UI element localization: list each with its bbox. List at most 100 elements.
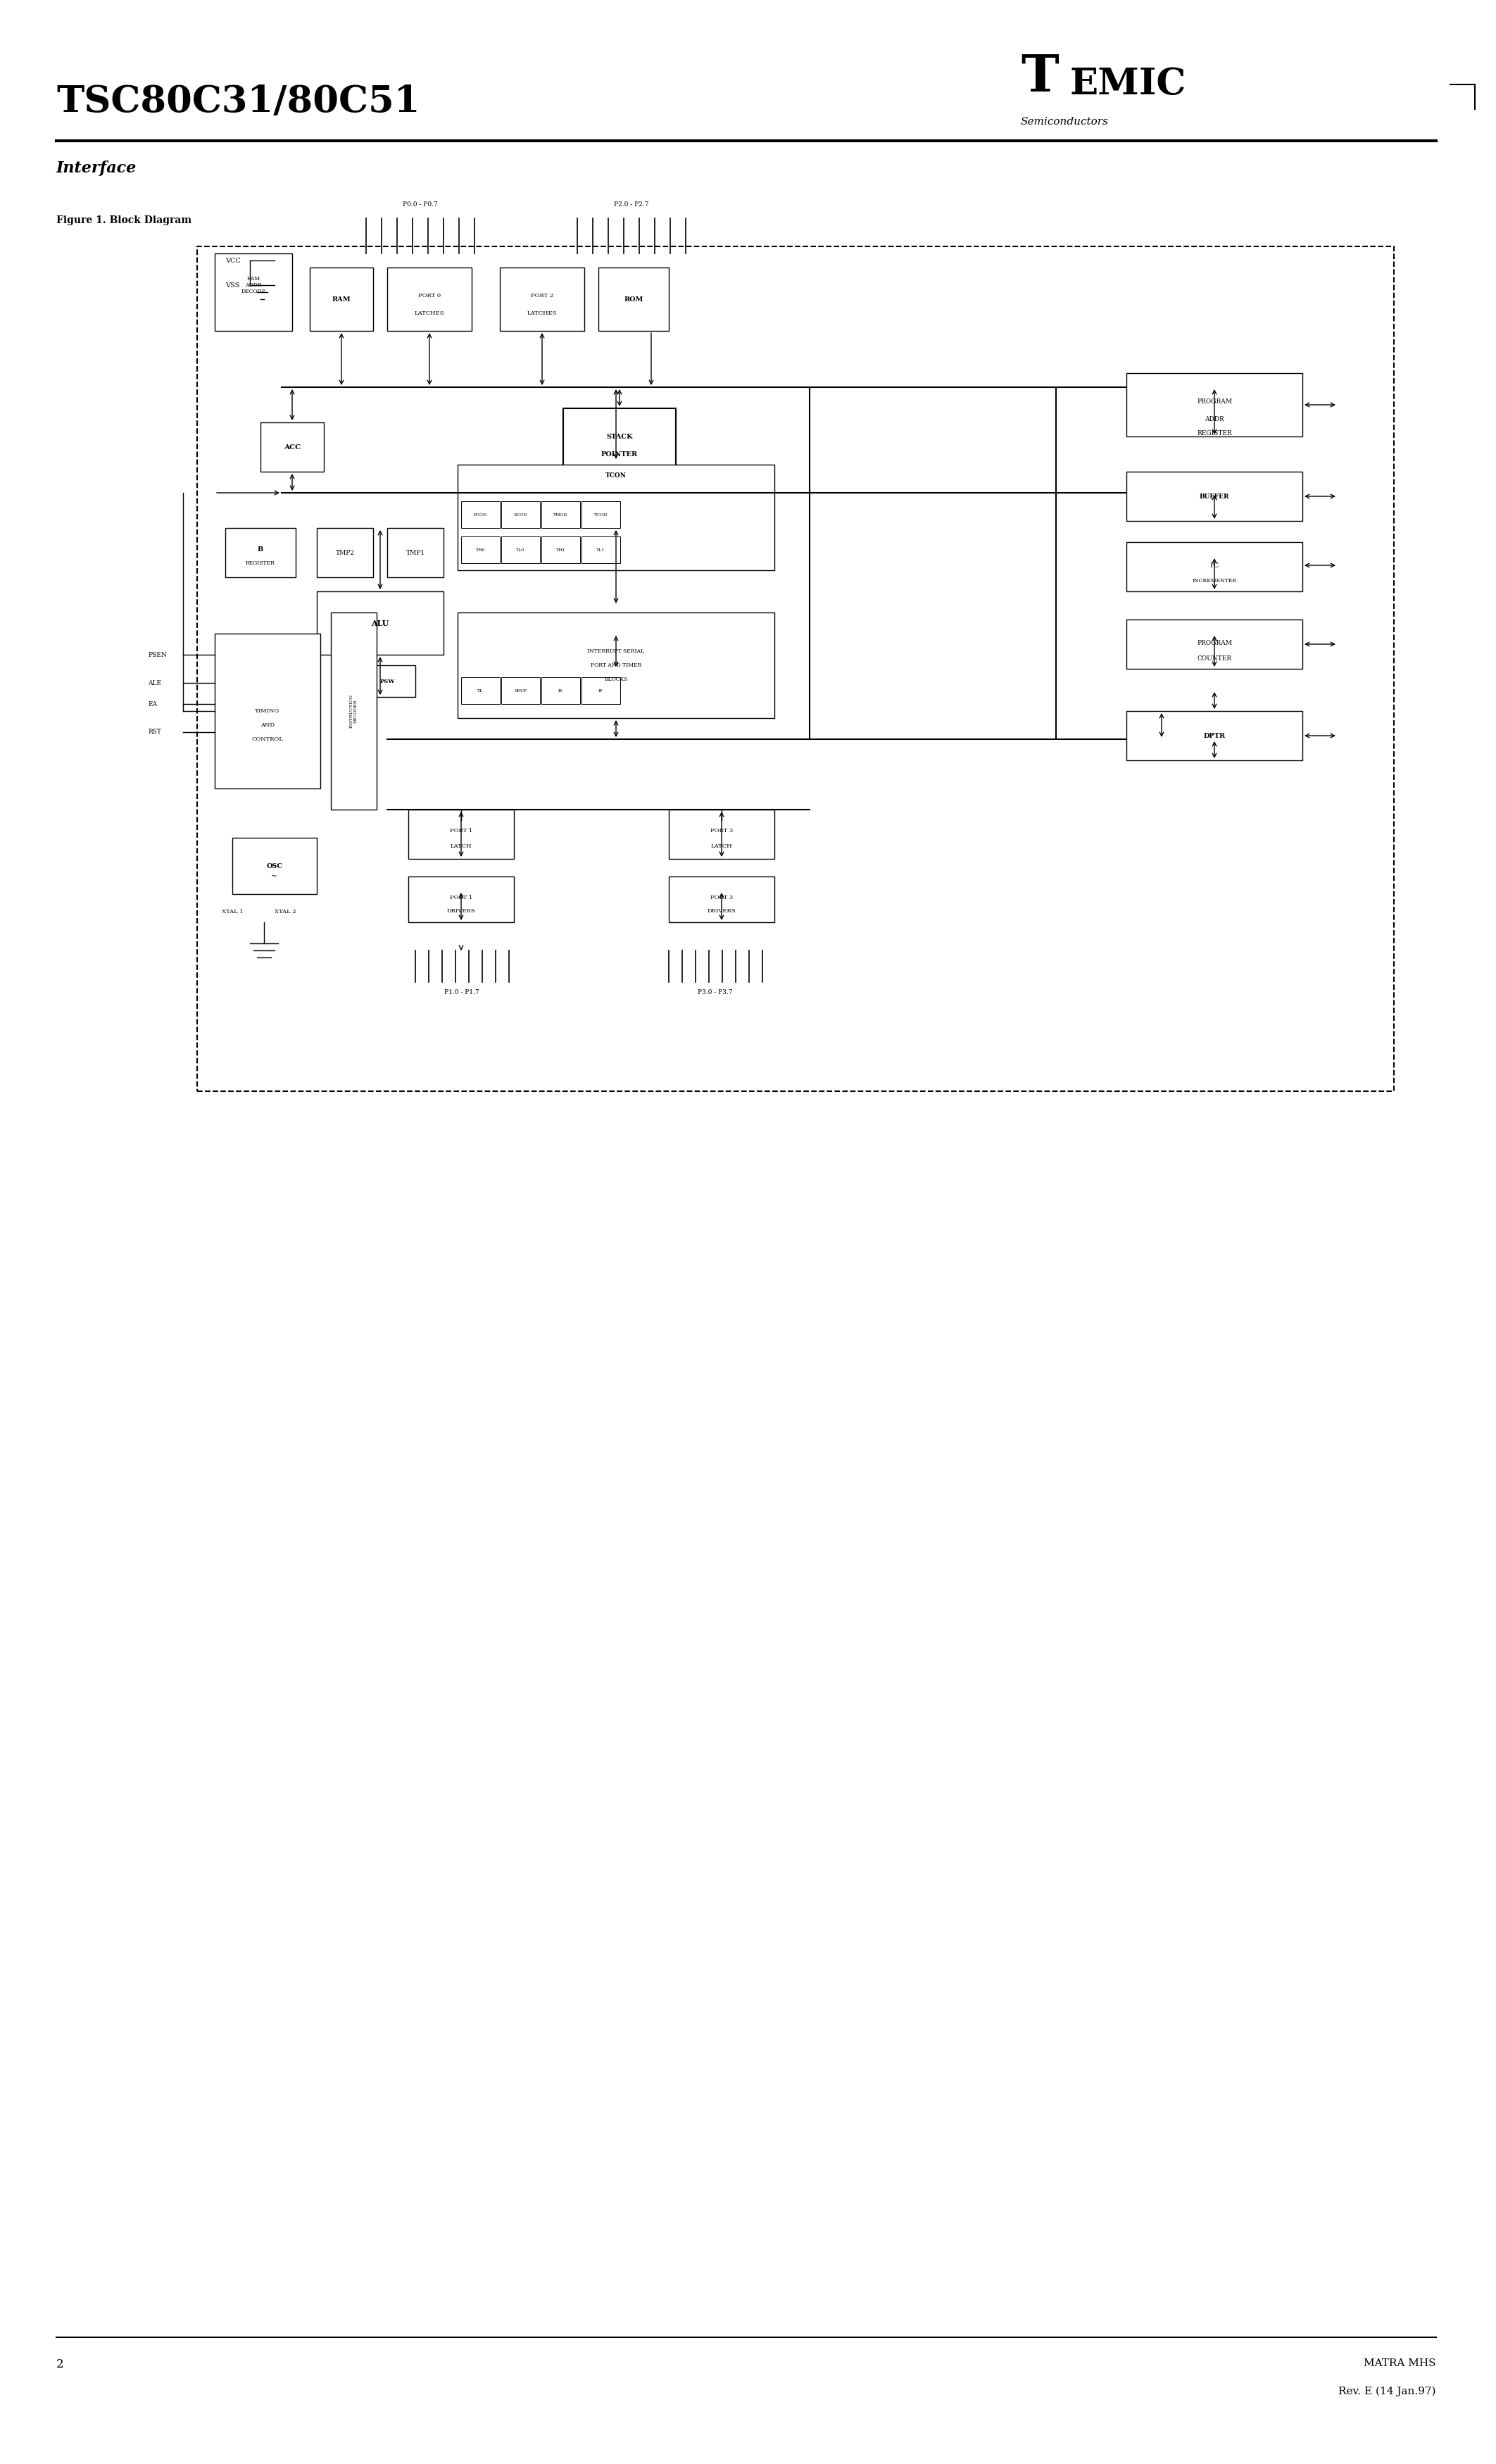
Text: PROGRAM: PROGRAM xyxy=(1197,641,1233,646)
Text: ALU: ALU xyxy=(371,618,389,626)
Text: TMP1: TMP1 xyxy=(405,549,425,557)
Text: TCON: TCON xyxy=(606,473,627,478)
FancyBboxPatch shape xyxy=(461,678,500,705)
FancyBboxPatch shape xyxy=(1126,471,1303,520)
Text: TIMING: TIMING xyxy=(256,707,280,715)
Text: BUFFER: BUFFER xyxy=(1200,493,1230,500)
FancyBboxPatch shape xyxy=(1126,712,1303,761)
FancyBboxPatch shape xyxy=(317,591,443,655)
Text: DRIVERS: DRIVERS xyxy=(447,909,476,914)
FancyBboxPatch shape xyxy=(317,527,373,577)
Text: DPTR: DPTR xyxy=(1203,732,1225,739)
FancyBboxPatch shape xyxy=(582,537,621,564)
Text: Semiconductors: Semiconductors xyxy=(1020,116,1109,126)
Text: VCC: VCC xyxy=(226,256,241,264)
Text: P1.0 - P1.7: P1.0 - P1.7 xyxy=(444,988,479,995)
FancyBboxPatch shape xyxy=(1126,372,1303,436)
Text: RAM
ADDR
DECODE: RAM ADDR DECODE xyxy=(241,276,266,293)
Text: 2: 2 xyxy=(57,2358,64,2370)
FancyBboxPatch shape xyxy=(501,678,540,705)
Text: LATCHES: LATCHES xyxy=(527,310,557,315)
Text: IE: IE xyxy=(558,690,562,692)
Text: TCON: TCON xyxy=(594,513,607,517)
FancyBboxPatch shape xyxy=(542,537,580,564)
FancyBboxPatch shape xyxy=(598,269,669,330)
Text: TL0: TL0 xyxy=(516,547,525,552)
Text: POINTER: POINTER xyxy=(601,451,637,458)
FancyBboxPatch shape xyxy=(582,678,621,705)
FancyBboxPatch shape xyxy=(458,614,775,717)
Text: STACK: STACK xyxy=(606,434,633,439)
Text: ~: ~ xyxy=(271,872,278,880)
Text: Rev. E (14 Jan.97): Rev. E (14 Jan.97) xyxy=(1339,2388,1436,2397)
FancyBboxPatch shape xyxy=(310,269,373,330)
Text: IP: IP xyxy=(598,690,603,692)
Text: REGISTER: REGISTER xyxy=(245,559,275,567)
Text: TL1: TL1 xyxy=(597,547,606,552)
Text: LATCHES: LATCHES xyxy=(414,310,444,315)
Text: INCREMENTER: INCREMENTER xyxy=(1192,579,1237,584)
FancyBboxPatch shape xyxy=(408,811,515,860)
FancyBboxPatch shape xyxy=(197,246,1394,1092)
Text: INTERRUPT SERIAL: INTERRUPT SERIAL xyxy=(588,648,645,653)
Text: BLOCKS: BLOCKS xyxy=(604,678,628,683)
FancyBboxPatch shape xyxy=(387,527,443,577)
Text: INSTRUCTION
DECODER: INSTRUCTION DECODER xyxy=(350,695,358,727)
Text: COUNTER: COUNTER xyxy=(1197,655,1231,660)
Text: Figure 1. Block Diagram: Figure 1. Block Diagram xyxy=(57,214,191,224)
Text: ROM: ROM xyxy=(624,296,643,303)
FancyBboxPatch shape xyxy=(501,500,540,527)
Text: PORT 1: PORT 1 xyxy=(450,828,473,833)
Text: RST: RST xyxy=(148,729,162,734)
Text: PORT 3: PORT 3 xyxy=(711,894,733,899)
FancyBboxPatch shape xyxy=(542,500,580,527)
Text: P3.0 - P3.7: P3.0 - P3.7 xyxy=(697,988,733,995)
FancyBboxPatch shape xyxy=(461,500,500,527)
FancyBboxPatch shape xyxy=(387,269,471,330)
Text: PORT AND TIMER: PORT AND TIMER xyxy=(591,663,642,668)
Text: EA: EA xyxy=(148,700,157,707)
Text: T: T xyxy=(1020,52,1059,101)
Text: PSEN: PSEN xyxy=(148,650,166,658)
Text: PORT 3: PORT 3 xyxy=(711,828,733,833)
FancyBboxPatch shape xyxy=(359,665,416,697)
FancyBboxPatch shape xyxy=(1126,542,1303,591)
FancyBboxPatch shape xyxy=(232,838,317,894)
FancyBboxPatch shape xyxy=(331,614,377,811)
Text: B: B xyxy=(257,547,263,552)
FancyBboxPatch shape xyxy=(260,421,323,471)
Text: OSC: OSC xyxy=(266,862,283,870)
Text: PSW: PSW xyxy=(380,678,395,685)
FancyBboxPatch shape xyxy=(562,409,676,471)
Text: TH0: TH0 xyxy=(476,547,485,552)
FancyBboxPatch shape xyxy=(1126,618,1303,668)
Text: SCON: SCON xyxy=(513,513,528,517)
Text: ADDR: ADDR xyxy=(1204,416,1224,421)
Text: TH1: TH1 xyxy=(557,547,565,552)
FancyBboxPatch shape xyxy=(408,877,515,922)
Text: TL: TL xyxy=(477,690,483,692)
Text: XTAL 2: XTAL 2 xyxy=(275,909,296,914)
FancyBboxPatch shape xyxy=(501,537,540,564)
Text: PROGRAM: PROGRAM xyxy=(1197,399,1233,404)
Text: P0.0 - P0.7: P0.0 - P0.7 xyxy=(402,202,438,207)
Text: PCON: PCON xyxy=(474,513,488,517)
FancyBboxPatch shape xyxy=(226,527,296,577)
Text: XTAL 1: XTAL 1 xyxy=(221,909,244,914)
FancyBboxPatch shape xyxy=(461,537,500,564)
FancyBboxPatch shape xyxy=(669,877,775,922)
Text: RAM: RAM xyxy=(332,296,350,303)
Text: EMIC: EMIC xyxy=(1070,67,1186,101)
Text: PC: PC xyxy=(1210,562,1219,569)
FancyBboxPatch shape xyxy=(542,678,580,705)
Text: Interface: Interface xyxy=(57,160,136,175)
Text: TMP2: TMP2 xyxy=(335,549,355,557)
Text: VSS: VSS xyxy=(226,281,239,288)
Text: LATCH: LATCH xyxy=(450,843,471,850)
FancyBboxPatch shape xyxy=(215,633,320,788)
Text: PORT 2: PORT 2 xyxy=(531,293,554,298)
Text: AND: AND xyxy=(260,722,275,727)
Text: PORT 0: PORT 0 xyxy=(419,293,441,298)
Text: CONTROL: CONTROL xyxy=(251,737,283,742)
FancyBboxPatch shape xyxy=(458,466,775,569)
